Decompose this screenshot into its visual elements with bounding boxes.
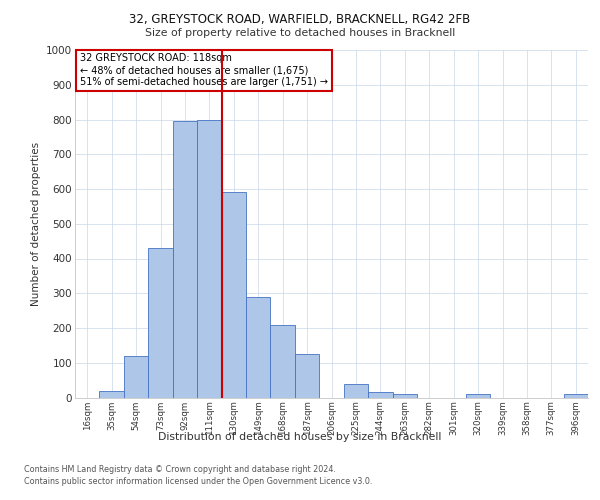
Text: 32, GREYSTOCK ROAD, WARFIELD, BRACKNELL, RG42 2FB: 32, GREYSTOCK ROAD, WARFIELD, BRACKNELL,…	[130, 12, 470, 26]
Bar	[466, 394, 490, 398]
Y-axis label: Number of detached properties: Number of detached properties	[31, 142, 41, 306]
Bar	[344, 384, 368, 398]
Bar	[368, 392, 392, 398]
Bar	[173, 121, 197, 398]
Bar	[148, 248, 173, 398]
Bar	[295, 354, 319, 398]
Bar	[563, 394, 588, 398]
Text: Contains HM Land Registry data © Crown copyright and database right 2024.: Contains HM Land Registry data © Crown c…	[24, 465, 336, 474]
Bar	[197, 120, 221, 398]
Text: Size of property relative to detached houses in Bracknell: Size of property relative to detached ho…	[145, 28, 455, 38]
Bar	[221, 192, 246, 398]
Text: Contains public sector information licensed under the Open Government Licence v3: Contains public sector information licen…	[24, 478, 373, 486]
Bar	[124, 356, 148, 398]
Text: 32 GREYSTOCK ROAD: 118sqm
← 48% of detached houses are smaller (1,675)
51% of se: 32 GREYSTOCK ROAD: 118sqm ← 48% of detac…	[80, 54, 328, 86]
Bar	[246, 296, 271, 398]
Text: Distribution of detached houses by size in Bracknell: Distribution of detached houses by size …	[158, 432, 442, 442]
Bar	[100, 390, 124, 398]
Bar	[392, 394, 417, 398]
Bar	[271, 324, 295, 398]
